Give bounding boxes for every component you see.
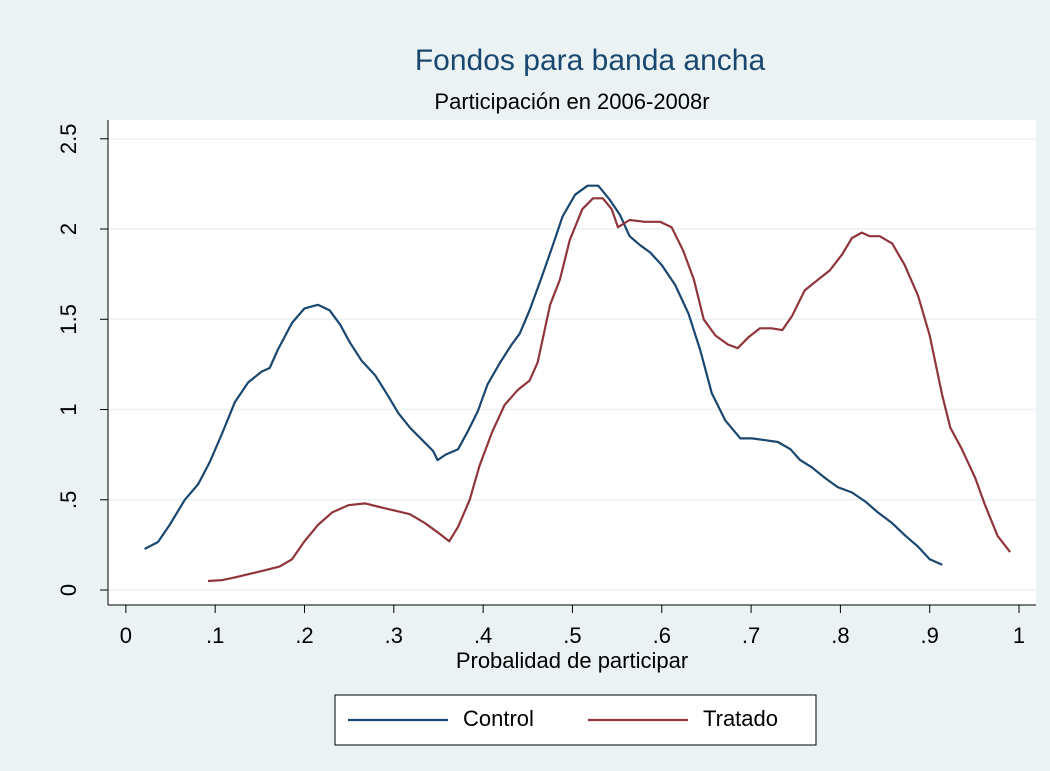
plot-area: [108, 120, 1036, 605]
y-tick-label: 1: [56, 403, 81, 415]
series-line: [144, 184, 943, 566]
x-tick-label: .4: [474, 623, 492, 648]
y-tick-label: 1.5: [56, 304, 81, 335]
chart-title: Fondos para banda ancha: [415, 44, 766, 77]
series-line: [207, 197, 1011, 583]
legend-label: Tratado: [703, 706, 778, 731]
y-tick-label: 2.5: [56, 123, 81, 154]
x-tick-label: 0: [120, 623, 132, 648]
x-tick-label: .3: [385, 623, 403, 648]
x-tick-label: 1: [1013, 623, 1025, 648]
x-axis-title: Probalidad de participar: [456, 648, 688, 673]
x-tick-label: .2: [295, 623, 313, 648]
x-tick-label: .1: [206, 623, 224, 648]
x-tick-label: .8: [831, 623, 849, 648]
legend-label: Control: [463, 706, 534, 731]
x-tick-label: .7: [742, 623, 760, 648]
x-tick-label: .6: [653, 623, 671, 648]
x-tick-label: .9: [921, 623, 939, 648]
x-tick-label: .5: [563, 623, 581, 648]
y-tick-label: 0: [56, 584, 81, 596]
y-tick-label: .5: [56, 491, 81, 509]
y-tick-label: 2: [56, 223, 81, 235]
chart-subtitle: Participación en 2006-2008r: [434, 89, 709, 114]
